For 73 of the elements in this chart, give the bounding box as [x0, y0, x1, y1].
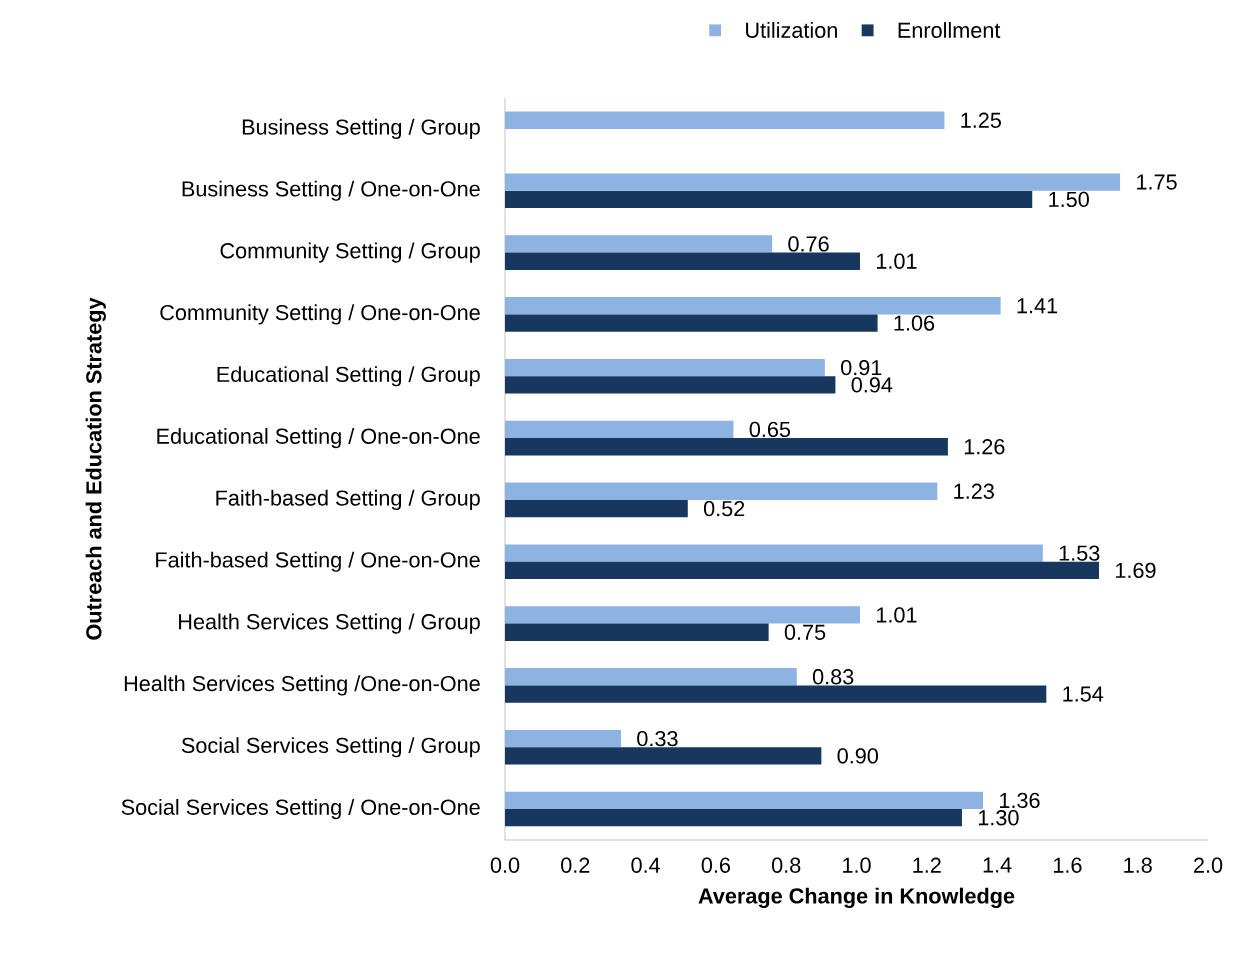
y-tick-label: Faith-based Setting / One-on-One	[156, 551, 480, 572]
bar	[505, 252, 861, 270]
y-tick-label: Faith-based Setting / Group	[216, 489, 480, 511]
y-tick-label: Business Setting / Group	[242, 118, 480, 140]
data-label: 0.94	[851, 377, 893, 393]
y-tick-label: Educational Setting / One-on-One	[157, 427, 480, 449]
bar	[505, 668, 797, 686]
data-label: 0.76	[788, 236, 829, 252]
data-label: 1.01	[877, 253, 917, 269]
data-label: 0.75	[784, 624, 826, 640]
bar	[505, 791, 984, 810]
x-axis-title: Average Change in Knowledge	[698, 887, 1015, 908]
x-tick-label: 1.8	[1124, 857, 1152, 873]
y-axis-title: Outreach and Education Strategy	[85, 297, 106, 640]
data-label: 1.26	[964, 439, 1005, 455]
legend-label: Enrollment	[898, 22, 1001, 38]
bar	[505, 314, 878, 332]
data-label: 1.01	[877, 607, 917, 623]
y-tick-label: Social Services Setting / One-on-One	[121, 798, 480, 820]
data-label: 1.50	[1049, 191, 1089, 208]
bar	[505, 606, 861, 624]
x-tick-label: 2.0	[1194, 857, 1223, 873]
bar	[505, 809, 962, 827]
x-tick-label: 0.6	[701, 857, 731, 873]
bar	[505, 685, 1047, 703]
bar	[505, 190, 1033, 209]
bar	[505, 747, 822, 765]
data-label: 1.75	[1137, 174, 1177, 190]
y-tick-label: Educational Setting / Group	[217, 366, 480, 387]
x-tick-label: 0.0	[490, 857, 520, 873]
bar	[505, 235, 773, 253]
data-label: 0.90	[837, 748, 879, 764]
bar	[505, 420, 734, 439]
x-tick-label: 1.4	[983, 857, 1012, 873]
data-label: 0.52	[703, 500, 745, 517]
x-tick-label: 1.2	[913, 857, 941, 873]
data-label: 1.23	[954, 483, 994, 499]
y-tick-label: Community Setting / Group	[220, 242, 480, 263]
y-tick-label: Business Setting / One-on-One	[182, 180, 480, 201]
y-tick-label: Health Services Setting / Group	[179, 613, 480, 634]
data-label: 1.25	[961, 112, 1001, 128]
bar	[505, 438, 948, 456]
legend-label: Utilization	[746, 22, 837, 38]
bar	[505, 544, 1043, 562]
data-label: 0.83	[812, 669, 854, 685]
bar	[505, 561, 1100, 580]
bar	[505, 111, 945, 129]
bar	[505, 482, 938, 500]
data-label: 1.54	[1063, 686, 1104, 702]
data-label: 0.65	[749, 421, 791, 438]
data-label: 1.06	[894, 315, 935, 331]
data-label: 1.69	[1116, 562, 1156, 579]
y-tick-label: Health Services Setting /One-on-One	[124, 675, 480, 696]
bar	[505, 297, 1001, 315]
data-label: 1.53	[1059, 545, 1100, 561]
x-tick-label: 1.6	[1053, 857, 1082, 873]
bar	[505, 173, 1121, 191]
y-tick-label: Community Setting / One-on-One	[160, 304, 480, 325]
bar	[505, 358, 825, 377]
x-tick-label: 0.2	[561, 857, 590, 873]
x-tick-label: 1.0	[843, 857, 871, 873]
bar	[505, 729, 621, 748]
bar	[505, 499, 688, 518]
data-label: 0.33	[637, 730, 678, 747]
data-label: 1.36	[1000, 792, 1040, 809]
x-tick-label: 0.8	[771, 857, 801, 873]
bar	[505, 376, 836, 394]
data-label: 0.91	[841, 359, 882, 376]
x-tick-label: 0.4	[631, 857, 661, 873]
bar	[505, 623, 769, 641]
data-label: 1.41	[1017, 298, 1058, 314]
data-label: 1.30	[978, 810, 1019, 826]
y-tick-label: Social Services Setting / Group	[181, 737, 480, 758]
